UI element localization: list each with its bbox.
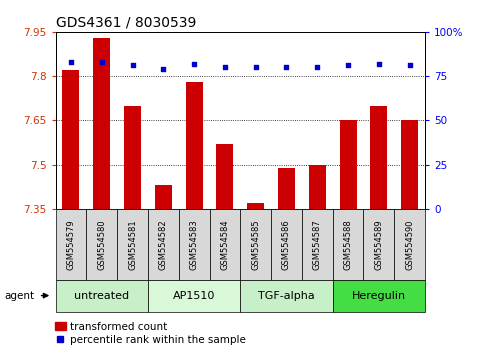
Text: GSM554579: GSM554579: [67, 219, 75, 270]
Bar: [394, 209, 425, 280]
Bar: [56, 280, 148, 312]
Bar: [302, 209, 333, 280]
Point: [344, 63, 352, 68]
Bar: [247, 203, 264, 209]
Point: [221, 64, 229, 70]
Text: GSM554585: GSM554585: [251, 219, 260, 270]
Bar: [401, 120, 418, 209]
Text: GSM554589: GSM554589: [374, 219, 384, 270]
Legend: transformed count, percentile rank within the sample: transformed count, percentile rank withi…: [51, 317, 250, 349]
Point: [128, 63, 136, 68]
Text: GSM554580: GSM554580: [97, 219, 106, 270]
Bar: [210, 209, 240, 280]
Text: GSM554586: GSM554586: [282, 219, 291, 270]
Point: [283, 64, 290, 70]
Text: GSM554587: GSM554587: [313, 219, 322, 270]
Text: untreated: untreated: [74, 291, 129, 301]
Point: [375, 61, 383, 67]
Bar: [278, 167, 295, 209]
Text: Heregulin: Heregulin: [352, 291, 406, 301]
Bar: [93, 38, 110, 209]
Text: GDS4361 / 8030539: GDS4361 / 8030539: [56, 15, 196, 29]
Text: GSM554588: GSM554588: [343, 219, 353, 270]
Point: [98, 59, 106, 65]
Bar: [185, 82, 202, 209]
Bar: [124, 105, 141, 209]
Point: [313, 64, 321, 70]
Bar: [155, 185, 172, 209]
Bar: [216, 144, 233, 209]
Bar: [56, 209, 86, 280]
Bar: [148, 280, 241, 312]
Bar: [370, 105, 387, 209]
Bar: [86, 209, 117, 280]
Text: AP1510: AP1510: [173, 291, 215, 301]
Bar: [333, 209, 364, 280]
Bar: [309, 165, 326, 209]
Bar: [364, 209, 394, 280]
Point: [406, 63, 413, 68]
Text: agent: agent: [5, 291, 35, 301]
Point: [252, 64, 259, 70]
Text: GSM554583: GSM554583: [190, 219, 199, 270]
Bar: [62, 70, 79, 209]
Bar: [271, 209, 302, 280]
Text: GSM554581: GSM554581: [128, 219, 137, 270]
Text: GSM554582: GSM554582: [159, 219, 168, 270]
Bar: [340, 120, 356, 209]
Text: GSM554584: GSM554584: [220, 219, 229, 270]
Bar: [240, 209, 271, 280]
Bar: [333, 280, 425, 312]
Bar: [117, 209, 148, 280]
Bar: [240, 280, 333, 312]
Point: [190, 61, 198, 67]
Point: [67, 59, 75, 65]
Bar: [179, 209, 210, 280]
Text: GSM554590: GSM554590: [405, 219, 414, 269]
Point: [159, 66, 167, 72]
Text: TGF-alpha: TGF-alpha: [258, 291, 315, 301]
Bar: [148, 209, 179, 280]
